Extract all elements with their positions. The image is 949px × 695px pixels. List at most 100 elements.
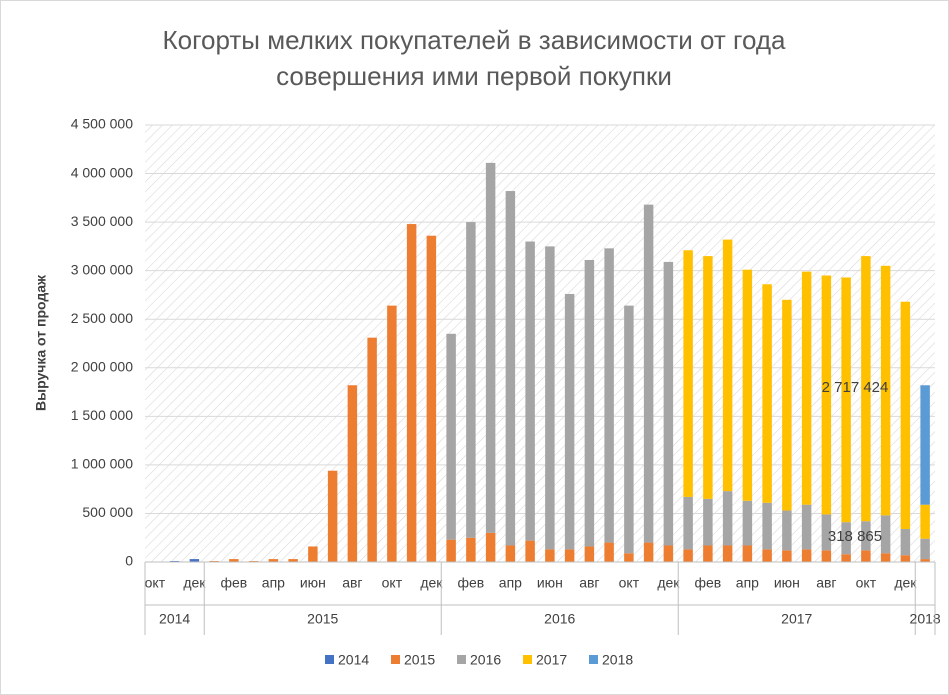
bar-segment (782, 299, 792, 511)
bar-segment (880, 515, 891, 554)
bar-segment (841, 522, 851, 555)
bar-segment (584, 546, 595, 562)
bar-segment (742, 500, 753, 546)
legend-label: 2015 (404, 652, 435, 668)
bar-segment (801, 271, 812, 505)
bar-segment (703, 256, 713, 499)
annotation: 318 865 (828, 528, 882, 545)
bar-segment (722, 491, 733, 546)
x-tick-label: фев (221, 575, 248, 591)
bar-segment (801, 549, 812, 562)
bar-segment (367, 337, 377, 562)
bar-segment (861, 256, 871, 522)
bar-segment (505, 191, 516, 546)
bar-segment (525, 540, 535, 562)
bar-segment (821, 514, 832, 551)
bar-segment (920, 385, 930, 505)
bar-segment (762, 502, 772, 550)
bar-segment (604, 248, 614, 543)
bar-segment (900, 555, 911, 562)
bar-segment (782, 550, 792, 562)
bar-segment (229, 559, 239, 562)
y-axis-label: Выручка от продаж (33, 274, 49, 411)
bar-segment (189, 559, 200, 562)
x-tick-label: дек (420, 575, 443, 591)
bar-segment (545, 549, 555, 562)
x-tick-label: авг (342, 575, 362, 591)
bar-segment (703, 498, 713, 546)
bar-segment (604, 542, 614, 562)
bar-segment (308, 546, 318, 562)
legend-label: 2017 (536, 652, 567, 668)
bar-segment (446, 539, 456, 562)
bar-segment (268, 559, 279, 562)
bar-segment (762, 284, 772, 503)
bar-segment (485, 162, 496, 533)
x-tick-label: дек (894, 575, 917, 591)
bar-segment (545, 246, 555, 550)
bar-segment (703, 545, 713, 562)
y-tick-label: 1 000 000 (71, 456, 133, 472)
bar-segment (821, 275, 832, 515)
bar-segment (406, 224, 417, 562)
bar-segment (643, 204, 654, 543)
bar-segment (880, 553, 891, 562)
legend-swatch (391, 655, 400, 664)
bar-segment (861, 521, 871, 551)
bar-segment (564, 549, 575, 562)
x-tick-label: дек (657, 575, 680, 591)
x-tick-label: авг (579, 575, 599, 591)
legend-swatch (523, 655, 532, 664)
y-tick-label: 3 000 000 (71, 261, 133, 277)
x-tick-label: июн (537, 575, 563, 591)
bar-segment (624, 305, 634, 554)
bar-segment (485, 532, 496, 562)
bar-segment (564, 293, 575, 550)
legend-label: 2018 (602, 652, 633, 668)
group-label: 2018 (910, 611, 941, 627)
bar-segment (525, 241, 535, 541)
bar-segment (900, 528, 911, 556)
y-tick-label: 4 500 000 (71, 116, 133, 132)
x-tick-label: окт (145, 575, 166, 591)
bar-segment (347, 385, 358, 562)
bar-segment (327, 470, 338, 562)
x-tick-label: дек (183, 575, 206, 591)
chart-title: Когорты мелких покупателей в зависимости… (163, 25, 786, 55)
bar-segment (861, 550, 871, 562)
x-tick-label: окт (619, 575, 640, 591)
bar-segment (288, 559, 298, 562)
bar-segment (782, 510, 792, 551)
bar-segment (663, 261, 674, 546)
bar-segment (643, 542, 654, 562)
y-tick-label: 500 000 (82, 504, 133, 520)
y-tick-label: 4 000 000 (71, 164, 133, 180)
y-tick-label: 3 500 000 (71, 213, 133, 229)
y-tick-label: 2 000 000 (71, 358, 133, 374)
bar-segment (821, 550, 832, 562)
annotation: 2 717 424 (822, 379, 889, 396)
plot-area (145, 125, 935, 562)
bar-segment (466, 537, 476, 562)
y-tick-label: 1 500 000 (71, 407, 133, 423)
bar-segment (920, 538, 930, 560)
x-tick-label: фев (695, 575, 722, 591)
bar-segment (426, 235, 437, 562)
bar-segment (841, 277, 851, 523)
y-tick-label: 2 500 000 (71, 310, 133, 326)
group-label: 2015 (307, 611, 338, 627)
x-tick-label: июн (774, 575, 800, 591)
bar-segment (900, 301, 911, 529)
x-tick-label: окт (382, 575, 403, 591)
bar-segment (722, 545, 733, 562)
legend-swatch (457, 655, 466, 664)
bar-segment (663, 545, 674, 562)
bar-segment (722, 239, 733, 492)
bar-segment (683, 250, 693, 497)
bar-segment (446, 333, 456, 540)
bar-segment (801, 504, 812, 550)
bar-segment (387, 305, 397, 562)
group-label: 2014 (159, 611, 190, 627)
bar-segment (920, 504, 930, 539)
